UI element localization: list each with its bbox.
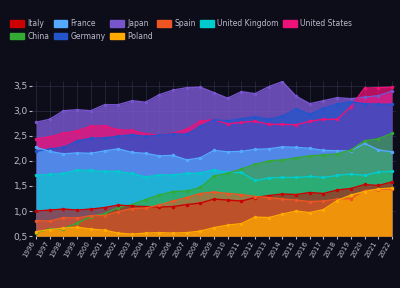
Legend: Italy, China, France, Germany, Japan, Poland, Spain, United Kingdom, United Stat: Italy, China, France, Germany, Japan, Po… (10, 19, 352, 41)
